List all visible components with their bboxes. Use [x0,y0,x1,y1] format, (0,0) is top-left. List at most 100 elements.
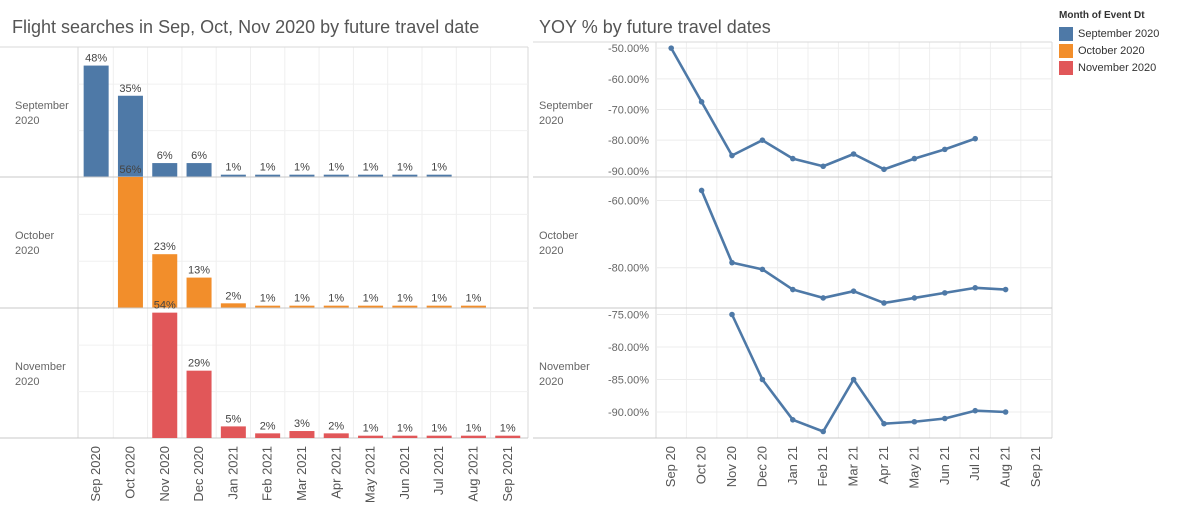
data-label: 13% [188,265,210,277]
data-point [850,288,857,295]
x-tick-label: Mar 21 [846,446,861,486]
data-point [729,152,735,159]
y-tick-label: -80.00% [608,342,649,354]
bar [220,174,246,177]
bar [255,433,281,438]
data-point [759,137,766,143]
legend-item-november-2020[interactable]: November 2020 [1059,59,1159,76]
data-point [820,295,826,301]
data-label: 48% [85,53,107,65]
data-point [911,418,918,425]
data-label: 6% [191,150,207,162]
data-label: 2% [225,290,241,302]
data-label: 1% [260,162,276,174]
data-point [1002,409,1009,415]
data-label: 1% [328,293,344,305]
data-point [942,290,948,296]
data-point [1002,286,1009,293]
x-tick-label: Oct 20 [694,446,709,484]
legend-label: September 2020 [1078,27,1160,40]
x-tick-label: Nov 2020 [157,446,172,502]
data-label: 23% [154,241,176,253]
data-point [698,187,705,194]
y-tick-label: -60.00% [608,196,649,208]
row-label: November 2020 [15,361,66,388]
data-point [911,155,918,162]
bar [392,305,418,308]
y-tick-label: -50.00% [608,43,649,55]
data-point [881,300,887,306]
x-tick-label: Mar 2021 [294,446,309,501]
legend-swatch [1059,26,1073,41]
data-label: 2% [328,420,344,432]
data-label: 1% [397,423,413,435]
data-point [820,428,826,435]
data-label: 1% [431,293,447,305]
legend: Month of Event Dt September 2020 October… [1059,10,1159,76]
bar [460,305,486,308]
x-tick-label: Nov 20 [724,446,739,487]
bar [358,435,384,438]
data-label: 35% [119,83,141,95]
x-tick-label: Apr 2021 [328,446,343,499]
bar [186,370,212,438]
row-label: October 2020 [539,230,578,257]
bar [220,426,246,438]
bar [289,431,315,438]
x-tick-label: May 21 [906,446,921,489]
x-tick-label: Sep 2021 [500,446,515,502]
x-tick-label: Jul 2021 [431,446,446,495]
data-label: 1% [465,293,481,305]
x-tick-label: Jan 2021 [225,446,240,500]
data-point [942,415,948,422]
bar [152,254,178,308]
series-line [730,313,1006,433]
y-tick-label: -80.00% [608,135,649,147]
bar [358,305,384,308]
data-label: 5% [225,413,241,425]
x-tick-label: Dec 20 [754,446,769,487]
x-tick-label: Jun 2021 [397,446,412,500]
bar [152,163,178,177]
legend-title: Month of Event Dt [1059,10,1145,21]
bar [426,435,452,438]
data-point [881,166,887,173]
bar [152,312,178,438]
data-label: 1% [363,423,379,435]
bar [289,305,315,308]
bar [323,174,349,177]
data-label: 1% [294,162,310,174]
bar [186,277,212,308]
data-label: 1% [328,162,344,174]
legend-swatch [1059,43,1073,58]
x-tick-label: Oct 2020 [122,446,137,499]
bar [117,95,143,177]
data-label: 29% [188,358,210,370]
data-label: 1% [500,423,516,435]
bar [255,174,281,177]
data-label: 6% [157,150,173,162]
data-point [972,407,978,414]
x-tick-label: Apr 21 [876,446,891,484]
data-label: 3% [294,418,310,430]
legend-label: October 2020 [1078,44,1145,57]
data-label: 1% [363,162,379,174]
x-tick-label: Sep 2020 [88,446,103,502]
x-tick-label: Jul 21 [967,446,982,481]
data-point [820,163,826,170]
bar [83,65,109,177]
y-tick-label: -85.00% [608,375,649,387]
legend-item-september-2020[interactable]: September 2020 [1059,25,1159,42]
data-label: 1% [465,423,481,435]
data-point [759,376,766,383]
legend-item-october-2020[interactable]: October 2020 [1059,42,1159,59]
x-tick-label: Jan 21 [785,446,800,485]
data-label: 1% [225,162,241,174]
bar [392,174,418,177]
x-tick-label: Dec 2020 [191,446,206,502]
row-label: September 2020 [539,100,593,127]
data-label: 1% [397,162,413,174]
bar [220,303,246,308]
